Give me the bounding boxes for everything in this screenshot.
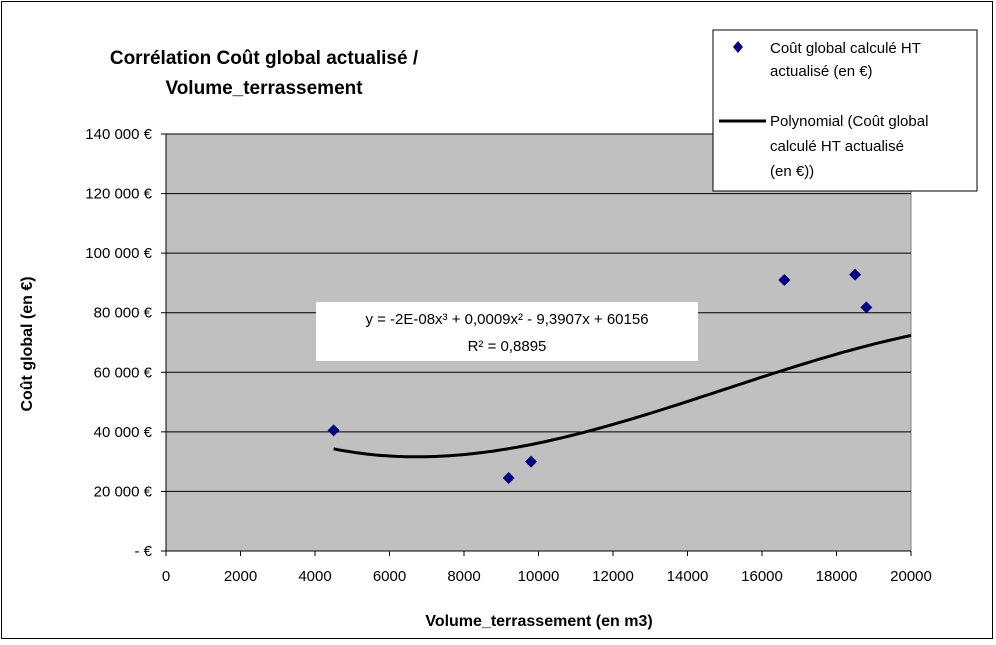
x-tick-label: 0 [162,568,170,585]
x-tick-label: 20000 [890,568,932,585]
legend-label-points-line1: Coût global calculé HT [770,40,921,57]
y-tick-label: 60 000 € [94,364,153,381]
x-tick-label: 14000 [667,568,709,585]
legend-label-trend-line3: (en €)) [770,163,814,180]
x-tick-label: 10000 [518,568,560,585]
trendline-equation: y = -2E-08x³ + 0,0009x² - 9,3907x + 6015… [365,311,648,328]
x-tick-label: 12000 [592,568,634,585]
y-tick-label: 140 000 € [85,126,152,143]
legend-label-points-line2: actualisé (en €) [770,63,873,80]
chart-title-line2: Volume_terrassement [165,78,363,99]
x-tick-label: 6000 [373,568,406,585]
x-axis-title: Volume_terrassement (en m3) [425,613,652,630]
legend-label-trend-line2: calculé HT actualisé [770,138,904,155]
chart-title-line1: Corrélation Coût global actualisé / [110,48,419,69]
y-tick-label: 20 000 € [94,483,153,500]
y-axis-title: Coût global (en €) [19,276,36,411]
y-tick-label: 120 000 € [85,186,152,203]
x-tick-label: 4000 [298,568,331,585]
r-squared: R² = 0,8895 [468,338,547,355]
y-tick-label: - € [134,543,152,560]
x-tick-label: 2000 [224,568,257,585]
y-tick-label: 80 000 € [94,305,153,322]
x-tick-label: 8000 [447,568,480,585]
y-tick-label: 100 000 € [85,245,152,262]
y-tick-label: 40 000 € [94,424,153,441]
x-tick-label: 16000 [741,568,783,585]
legend-label-trend-line1: Polynomial (Coût global [770,113,928,130]
legend: Coût global calculé HT actualisé (en €) … [713,30,977,191]
x-tick-label: 18000 [816,568,858,585]
trendline-equation-box: y = -2E-08x³ + 0,0009x² - 9,3907x + 6015… [316,302,698,361]
